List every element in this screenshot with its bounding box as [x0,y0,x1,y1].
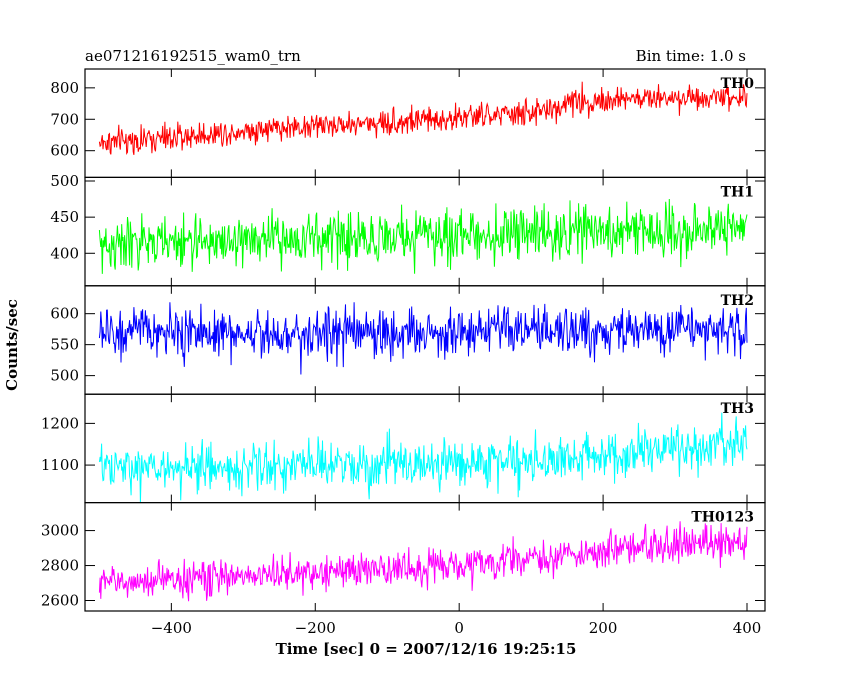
panel-frame [84,68,766,179]
y-tick-label: 800 [50,79,79,97]
y-tick-label: 500 [50,367,79,385]
panel-label: TH3 [721,401,754,417]
y-tick-label: 2600 [41,592,79,610]
y-tick-label: 3000 [41,522,79,540]
y-tick-label: 500 [50,172,79,190]
y-axis-label: Counts/sec [3,299,21,391]
y-tick-label: 400 [50,244,79,262]
x-axis-label: Time [sec] 0 = 2007/12/16 19:25:15 [276,640,577,658]
y-tick-label: 600 [50,142,79,160]
series-line-th0123 [98,521,748,602]
y-tick-label: 600 [50,305,79,323]
x-tick-label: 0 [454,619,464,637]
panel-label: TH1 [721,184,754,200]
panel-label: TH0123 [691,510,754,526]
x-tick-label: −200 [295,619,336,637]
y-tick-label: 450 [50,208,79,226]
x-tick-labels: −400 −200 0 200 400 [151,619,762,637]
chart-subtitle: Bin time: 1.0 s [636,47,746,65]
series-line-th1 [98,198,748,274]
x-tick-label: 200 [589,619,618,637]
x-tick-label: 400 [733,619,762,637]
y-tick-label: 1200 [41,414,79,432]
panel-stack: 600 700 800 TH0 400 450 500 TH1 500 550 600 TH2 1100… [41,68,766,612]
x-tick-label: −400 [151,619,192,637]
chart-title: ae071216192515_wam0_trn [85,47,301,65]
y-tick-label: 700 [50,110,79,128]
panel-th1: 400 450 500 TH1 [50,172,766,287]
panel-th3: 1100 1200 TH3 [41,393,766,504]
panel-label: TH0 [721,76,755,92]
y-tick-label: 2800 [41,557,79,575]
panel-frame [84,502,766,612]
series-line-th0 [98,81,748,156]
panel-th0123: 2600 2800 3000 TH0123 [41,502,766,612]
y-tick-label: 550 [50,336,79,354]
panel-label: TH2 [721,293,754,309]
panel-th2: 500 550 600 TH2 [50,285,766,395]
y-tick-label: 1100 [41,456,79,474]
panel-th0: 600 700 800 TH0 [50,68,766,179]
series-line-th3 [98,412,748,503]
series-line-th2 [98,302,748,375]
